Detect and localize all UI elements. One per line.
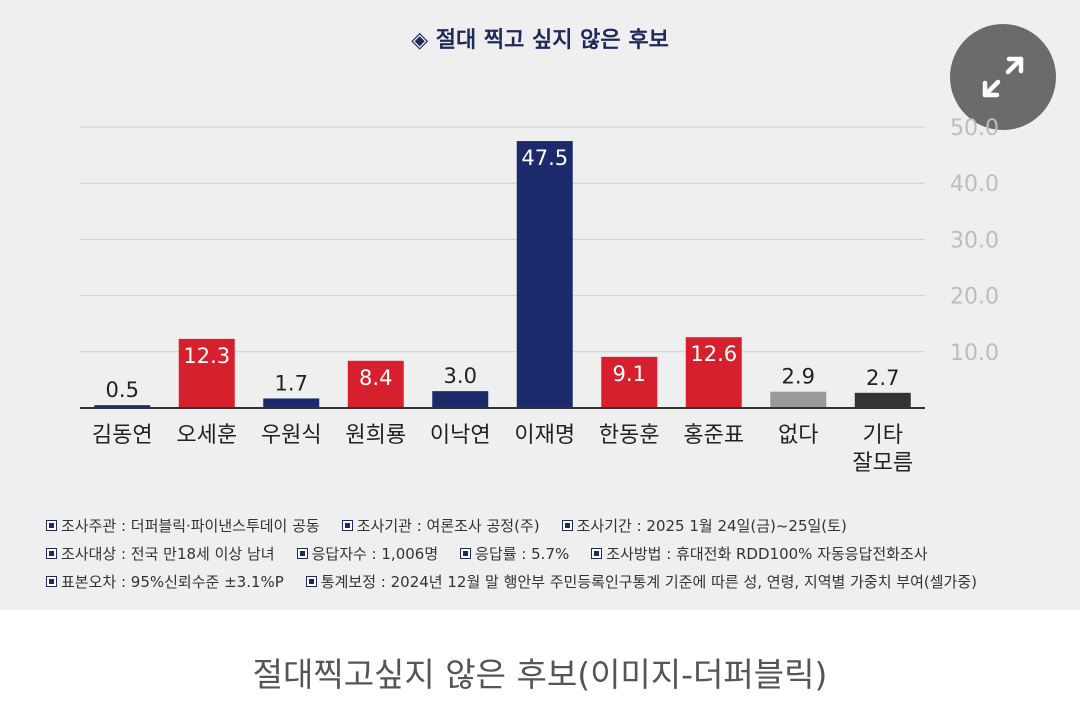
x-tick-label: 원희룡 (345, 423, 406, 448)
bar (263, 398, 320, 408)
bar (601, 356, 658, 408)
data-label: 12.6 (690, 342, 737, 366)
square-bullet-icon (591, 548, 603, 559)
data-label: 9.1 (613, 362, 646, 386)
y-tick-label: 50.0 (950, 116, 999, 141)
note-text: 조사기간 : 2025 1월 24일(금)~25일(토) (576, 517, 847, 535)
y-tick-label: 20.0 (950, 285, 999, 310)
data-label: 0.5 (106, 378, 139, 402)
note-text: 조사대상 : 전국 만18세 이상 남녀 (61, 545, 275, 563)
y-tick-label: 30.0 (950, 228, 999, 253)
square-bullet-icon (296, 548, 308, 559)
expand-arrows-icon (982, 56, 1024, 98)
notes-row: 조사주관 : 더퍼블릭·파이낸스투데이 공동 조사기관 : 여론조사 공정(주) 조… (46, 512, 1056, 540)
data-label: 1.7 (275, 371, 308, 395)
bar (854, 392, 911, 408)
chart-title: ◈ 절대 찍고 싶지 않은 후보 (411, 28, 669, 53)
notes-row: 표본오차 : 95%신뢰수준 ±3.1%P 통계보정 : 2024년 12월 말 … (46, 568, 1056, 596)
bar (516, 141, 573, 409)
bar (94, 405, 151, 408)
expand-button[interactable] (950, 24, 1056, 130)
note-item: 통계보정 : 2024년 12월 말 행안부 주민등록인구통계 기준에 따른 성… (305, 568, 977, 596)
data-label: 12.3 (183, 344, 230, 368)
note-item: 조사대상 : 전국 만18세 이상 남녀 (46, 540, 275, 568)
square-bullet-icon (46, 576, 57, 587)
note-text: 통계보정 : 2024년 12월 말 행안부 주민등록인구통계 기준에 따른 성… (320, 573, 977, 591)
note-item: 응답자수 : 1,006명 (296, 540, 439, 568)
x-tick-label: 이재명 (514, 423, 575, 448)
square-bullet-icon (46, 548, 57, 559)
note-text: 응답률 : 5.7% (475, 545, 570, 563)
bar (178, 338, 235, 408)
note-item: 조사기관 : 여론조사 공정(주) (341, 512, 540, 540)
survey-notes: 조사주관 : 더퍼블릭·파이낸스투데이 공동 조사기관 : 여론조사 공정(주) 조… (46, 512, 1056, 596)
note-text: 조사기관 : 여론조사 공정(주) (356, 517, 540, 535)
x-tick-label: 이낙연 (430, 423, 491, 448)
data-label: 47.5 (521, 146, 568, 170)
data-label: 2.7 (866, 366, 899, 390)
y-tick-label: 10.0 (950, 341, 999, 366)
note-text: 조사방법 : 휴대전화 RDD100% 자동응답전화조사 (606, 545, 928, 563)
x-tick-label: 우원식 (261, 423, 322, 448)
note-item: 조사방법 : 휴대전화 RDD100% 자동응답전화조사 (591, 540, 928, 568)
square-bullet-icon (460, 548, 472, 559)
bar (685, 337, 742, 408)
square-bullet-icon (561, 520, 573, 531)
data-label: 8.4 (359, 366, 392, 390)
square-bullet-icon (46, 520, 57, 531)
note-text: 응답자수 : 1,006명 (311, 545, 439, 563)
data-label: 2.9 (782, 365, 815, 389)
bar-chart: 10.0 20.0 30.0 40.0 50.0 0.5 김동연 12.3 오세훈 1.7 우원식 8… (80, 116, 999, 476)
note-text: 표본오차 : 95%신뢰수준 ±3.1%P (61, 573, 284, 591)
note-text: 조사주관 : 더퍼블릭·파이낸스투데이 공동 (61, 517, 320, 535)
note-item: 조사주관 : 더퍼블릭·파이낸스투데이 공동 (46, 512, 320, 540)
x-tick-label: 김동연 (92, 423, 153, 448)
x-tick-label: 홍준표 (683, 423, 744, 448)
data-label: 3.0 (444, 364, 477, 388)
bar (432, 391, 489, 408)
x-tick-label: 한동훈 (599, 423, 660, 448)
x-tick-label: 기타 잘모름 (852, 423, 913, 476)
y-tick-label: 40.0 (950, 172, 999, 197)
x-tick-label: 없다 (778, 423, 818, 448)
bar (770, 391, 827, 408)
square-bullet-icon (341, 520, 353, 531)
note-item: 조사기간 : 2025 1월 24일(금)~25일(토) (561, 512, 847, 540)
bar (347, 360, 404, 408)
notes-row: 조사대상 : 전국 만18세 이상 남녀 응답자수 : 1,006명 응답률 : 5… (46, 540, 1056, 568)
square-bullet-icon (305, 576, 317, 587)
note-item: 응답률 : 5.7% (460, 540, 569, 568)
image-caption: 절대찍고싶지 않은 후보(이미지-더퍼블릭) (252, 655, 828, 694)
note-item: 표본오차 : 95%신뢰수준 ±3.1%P (46, 568, 284, 596)
x-tick-label: 오세훈 (176, 423, 237, 448)
